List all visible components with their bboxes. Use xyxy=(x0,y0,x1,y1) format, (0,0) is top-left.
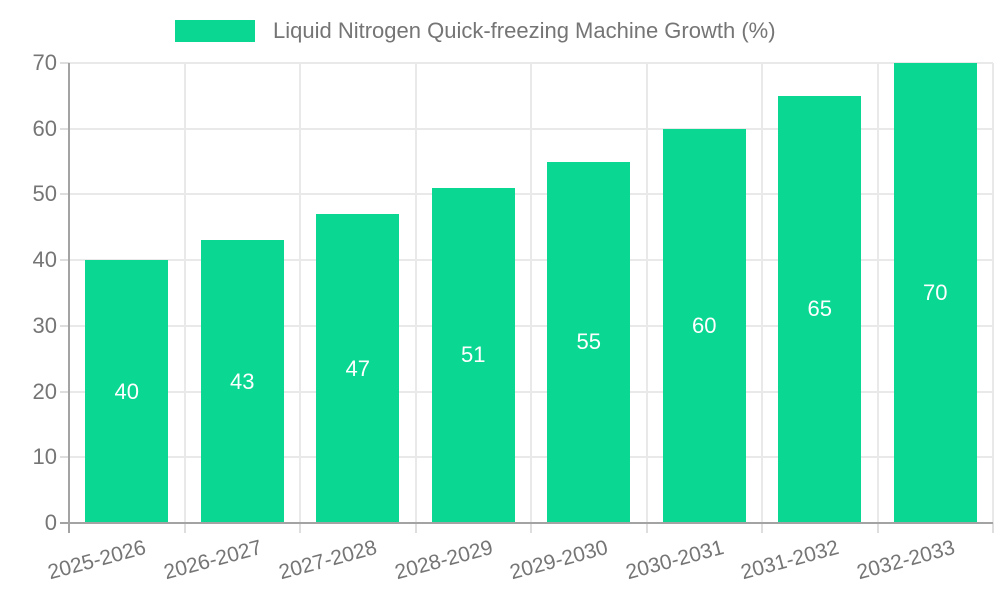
bar-value-label: 70 xyxy=(923,280,948,305)
y-axis-tick xyxy=(60,456,69,459)
y-axis-tick xyxy=(60,193,69,196)
x-gridline xyxy=(645,63,648,523)
y-axis-tick-label: 10 xyxy=(32,444,57,470)
bar-2025-2026[interactable]: 40 xyxy=(85,260,169,523)
x-axis-tick xyxy=(761,523,763,533)
bar-2030-2031[interactable]: 60 xyxy=(662,128,746,523)
x-axis-tick xyxy=(183,523,186,533)
legend-item[interactable]: Liquid Nitrogen Quick-freezing Machine G… xyxy=(175,18,776,44)
legend-swatch xyxy=(175,20,255,42)
x-gridline xyxy=(183,63,186,523)
x-gridline xyxy=(992,63,994,523)
y-axis-tick-label: 70 xyxy=(32,50,57,75)
y-axis-tick-label: 50 xyxy=(32,181,57,207)
x-axis-category-label: 2030-2031 xyxy=(623,536,727,585)
x-axis-line xyxy=(60,522,993,524)
x-gridline xyxy=(414,63,417,523)
x-axis-tick xyxy=(645,523,648,533)
y-axis-tick-label: 0 xyxy=(44,510,57,535)
bar-value-label: 47 xyxy=(345,355,370,381)
bar-2031-2032[interactable]: 65 xyxy=(778,95,862,523)
x-axis-category-label: 2027-2028 xyxy=(276,536,380,585)
x-axis-category-label: 2029-2030 xyxy=(507,536,611,585)
y-axis-tick xyxy=(60,390,69,393)
y-axis-tick xyxy=(60,259,69,262)
x-axis-tick xyxy=(414,523,417,533)
bar-value-label: 60 xyxy=(692,312,717,338)
x-axis-category-label: 2025-2026 xyxy=(45,536,149,585)
y-axis-tick-label: 40 xyxy=(32,247,57,273)
y-axis-tick-label: 20 xyxy=(32,378,57,404)
y-axis-line xyxy=(68,63,70,533)
bar-value-label: 55 xyxy=(576,329,601,355)
x-axis-category-label: 2028-2029 xyxy=(392,536,496,585)
bar-value-label: 40 xyxy=(114,378,139,404)
x-gridline xyxy=(299,63,301,523)
x-gridline xyxy=(530,63,532,523)
x-axis-tick xyxy=(530,523,532,533)
x-gridline xyxy=(876,63,879,523)
x-axis-category-label: 2031-2032 xyxy=(738,536,842,585)
y-axis-tick-label: 60 xyxy=(32,115,57,141)
bar-value-label: 51 xyxy=(461,342,486,368)
y-axis-tick xyxy=(60,324,69,327)
x-axis-category-label: 2032-2033 xyxy=(854,536,958,585)
bar-2028-2029[interactable]: 51 xyxy=(431,187,515,523)
x-gridline xyxy=(761,63,763,523)
y-axis-tick xyxy=(60,62,69,64)
bar-2032-2033[interactable]: 70 xyxy=(893,63,977,523)
legend-label: Liquid Nitrogen Quick-freezing Machine G… xyxy=(273,18,776,43)
bar-2027-2028[interactable]: 47 xyxy=(316,214,400,523)
x-axis-category-label: 2026-2027 xyxy=(161,536,265,585)
y-axis-tick-label: 30 xyxy=(32,312,57,338)
bar-2029-2030[interactable]: 55 xyxy=(547,161,631,523)
x-axis-tick xyxy=(992,523,994,533)
bar-value-label: 43 xyxy=(230,368,255,394)
bar-2026-2027[interactable]: 43 xyxy=(200,240,284,523)
x-axis-tick xyxy=(876,523,879,533)
x-axis-tick xyxy=(299,523,301,533)
y-axis-tick xyxy=(60,127,69,130)
bar-value-label: 65 xyxy=(807,296,832,322)
